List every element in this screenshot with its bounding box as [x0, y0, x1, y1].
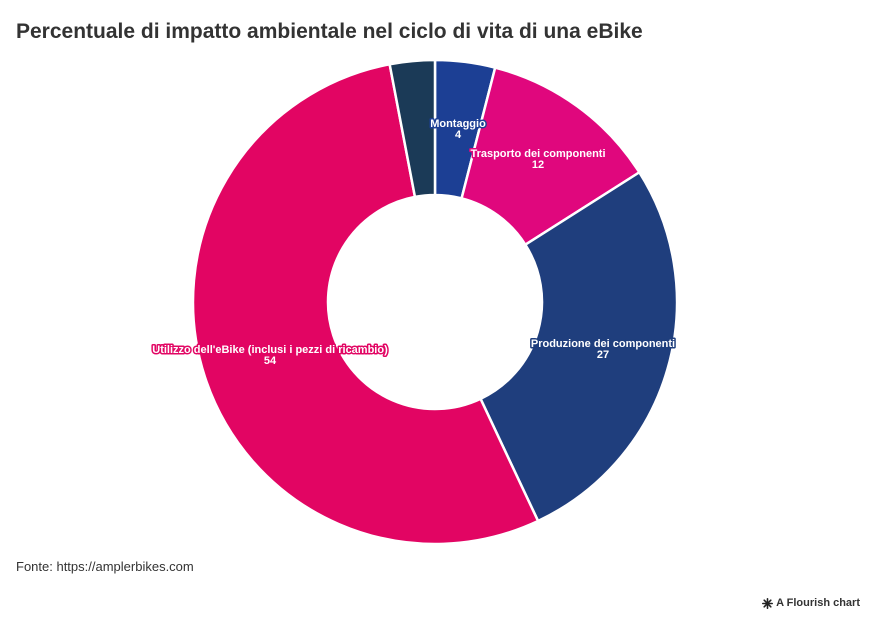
slice-label-value: 54 [264, 355, 277, 367]
flourish-logo-icon [762, 597, 774, 609]
slice-unlabeled[interactable] [388, 58, 437, 199]
slice-label-value: 27 [597, 349, 609, 361]
flourish-credit[interactable]: A Flourish chart [762, 597, 860, 609]
slice-produzione-dei-componenti[interactable] [479, 171, 679, 523]
donut-slices [191, 58, 679, 546]
slice-label-name: Utilizzo dell'eBike (inclusi i pezzi di … [152, 344, 388, 356]
slice-label-value: 12 [532, 159, 544, 171]
slice-label-name: Produzione dei componenti [531, 338, 675, 350]
slice-label-value: 4 [455, 129, 462, 141]
slice-label-name: Montaggio [430, 118, 486, 130]
source-note: Fonte: https://amplerbikes.com [16, 559, 194, 574]
slice-label-name: Trasporto dei componenti [470, 148, 605, 160]
chart-title: Percentuale di impatto ambientale nel ci… [16, 20, 643, 43]
credit-text: A Flourish chart [776, 597, 860, 609]
slice-utilizzo-dell-ebike-inclusi-i-pezzi-di-ricambio[interactable] [191, 63, 540, 546]
